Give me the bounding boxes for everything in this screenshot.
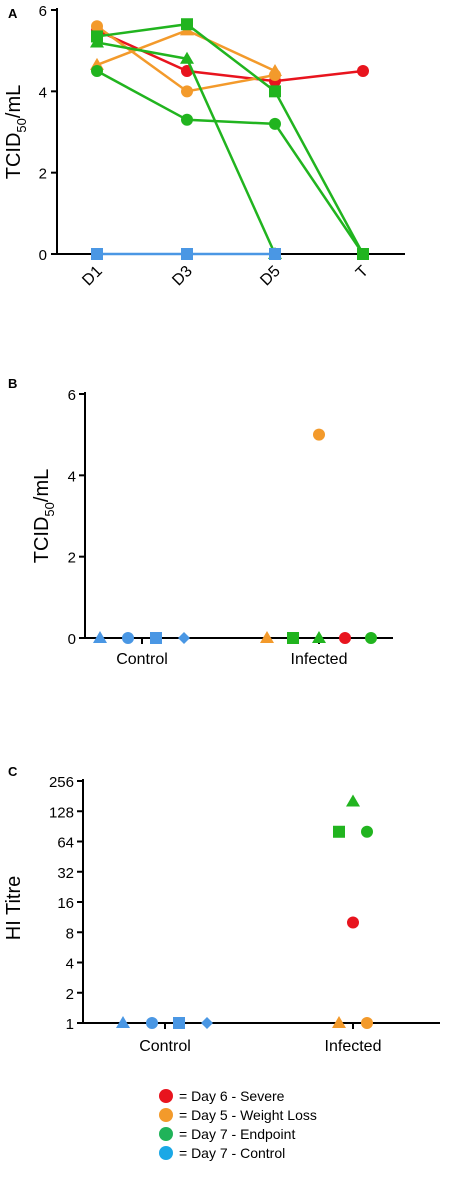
data-point — [180, 51, 194, 64]
y-tick-label: 32 — [57, 865, 74, 882]
panel-letter: C — [8, 764, 18, 779]
data-point — [313, 428, 325, 441]
data-point — [365, 632, 377, 644]
series-line — [96, 22, 365, 255]
data-point — [260, 631, 274, 643]
legend-label: = Day 6 - Severe — [179, 1088, 285, 1104]
data-point — [116, 1016, 130, 1028]
data-point — [346, 794, 360, 807]
panel-letter: A — [8, 6, 18, 21]
y-tick-label: 2 — [66, 986, 74, 1003]
y-axis-title: TCID50/mL — [31, 469, 57, 563]
data-point — [91, 248, 103, 260]
legend: = Day 6 - Severe = Day 5 - Weight Loss = D… — [159, 1088, 317, 1161]
y-tick-label: 1 — [66, 1016, 74, 1033]
y-tick-label: 8 — [66, 925, 74, 942]
y-tick-label: 4 — [66, 956, 74, 973]
data-point — [339, 632, 351, 644]
data-point — [122, 632, 134, 644]
y-tick-label: 256 — [49, 774, 74, 791]
x-tick-label: Infected — [325, 1038, 382, 1055]
data-point — [178, 632, 190, 644]
panel-c: C 1 2 4 8 16 32 64 128 256 Control Infected HI Titre — [3, 764, 440, 1055]
data-point — [146, 1017, 158, 1029]
data-point — [333, 825, 345, 838]
legend-swatch — [159, 1146, 173, 1160]
data-point — [269, 117, 281, 130]
data-point — [201, 1017, 213, 1029]
legend-label: = Day 7 - Control — [179, 1145, 285, 1161]
data-point — [361, 1017, 373, 1029]
y-tick-label: 16 — [57, 895, 74, 912]
data-point — [173, 1017, 185, 1029]
y-axis-title: HI Titre — [3, 876, 25, 940]
legend-swatch — [159, 1089, 173, 1103]
x-tick-label: D3 — [169, 263, 196, 290]
data-point — [91, 20, 103, 33]
data-point — [332, 1016, 346, 1028]
x-tick-label: Control — [139, 1038, 191, 1055]
y-tick-label: 6 — [68, 387, 76, 404]
panel-b: B 0 2 4 6 Control Infected TCID50/mL — [8, 376, 393, 668]
y-tick-label: 128 — [49, 804, 74, 821]
data-point — [268, 64, 282, 76]
series-line — [96, 28, 276, 73]
y-tick-label: 4 — [39, 84, 47, 101]
y-tick-label: 0 — [39, 247, 47, 264]
legend-label: = Day 7 - Endpoint — [179, 1126, 295, 1142]
data-point — [287, 632, 299, 644]
panel-a: A 0 2 4 6 D1 D3 D5 T TCID50/mL — [3, 3, 405, 289]
x-tick-label: Control — [116, 651, 168, 668]
data-point — [90, 35, 104, 48]
y-tick-label: 0 — [68, 631, 76, 648]
data-point — [181, 85, 193, 98]
data-point — [269, 248, 281, 260]
data-point — [181, 18, 193, 31]
y-tick-label: 2 — [68, 550, 76, 567]
legend-swatch — [159, 1127, 173, 1141]
y-tick-label: 64 — [57, 835, 74, 852]
data-point — [150, 632, 162, 644]
data-point — [93, 631, 107, 643]
x-tick-label: T — [353, 263, 372, 282]
data-point — [269, 85, 281, 98]
data-point — [181, 113, 193, 126]
data-point — [312, 631, 326, 643]
data-point — [357, 65, 369, 77]
x-tick-label: Infected — [291, 651, 348, 668]
data-point — [361, 825, 373, 838]
panel-letter: B — [8, 376, 17, 391]
series-line — [96, 69, 365, 255]
y-tick-label: 4 — [68, 468, 76, 485]
y-tick-label: 2 — [39, 166, 47, 183]
y-tick-label: 6 — [39, 3, 47, 20]
x-tick-label: D1 — [79, 263, 106, 290]
data-point — [181, 248, 193, 260]
legend-label: = Day 5 - Weight Loss — [179, 1107, 317, 1123]
data-point — [347, 916, 359, 929]
y-axis-title: TCID50/mL — [3, 85, 29, 179]
x-tick-label: D5 — [257, 263, 284, 290]
data-point — [91, 65, 103, 77]
data-point — [357, 248, 369, 260]
legend-swatch — [159, 1108, 173, 1122]
